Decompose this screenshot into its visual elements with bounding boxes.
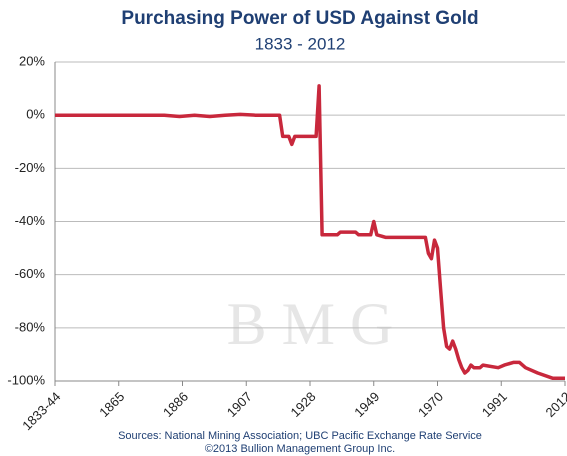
copyright: ©2013 Bullion Management Group Inc. [205, 443, 395, 455]
y-tick-label: 0% [26, 107, 45, 122]
y-tick-label: -20% [15, 160, 46, 175]
x-tick-label: 1991 [479, 389, 510, 420]
y-tick-label: -100% [7, 372, 45, 387]
watermark: B M G [227, 291, 394, 357]
x-tick-label: 1865 [96, 389, 127, 420]
x-tick-label: 1833-44 [19, 389, 63, 433]
chart-title: Purchasing Power of USD Against Gold [121, 8, 478, 29]
y-tick-label: -80% [15, 319, 46, 334]
y-tick-label: -60% [15, 266, 46, 281]
x-tick-label: 1970 [415, 389, 446, 420]
chart-subtitle: 1833 - 2012 [255, 34, 346, 53]
x-tick-label: 2012 [542, 389, 567, 420]
x-tick-label: 1907 [224, 389, 255, 420]
data-line [55, 84, 565, 381]
sources: Sources: National Mining Association; UB… [118, 430, 482, 442]
x-tick-label: 1928 [287, 389, 318, 420]
x-tick-label: 1886 [160, 389, 191, 420]
x-tick-label: 1949 [351, 389, 382, 420]
y-tick-label: 20% [19, 53, 45, 68]
y-tick-label: -40% [15, 213, 46, 228]
